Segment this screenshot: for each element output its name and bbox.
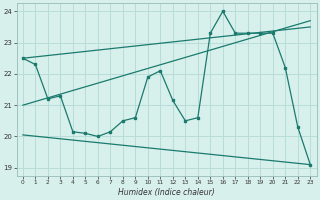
X-axis label: Humidex (Indice chaleur): Humidex (Indice chaleur) (118, 188, 215, 197)
